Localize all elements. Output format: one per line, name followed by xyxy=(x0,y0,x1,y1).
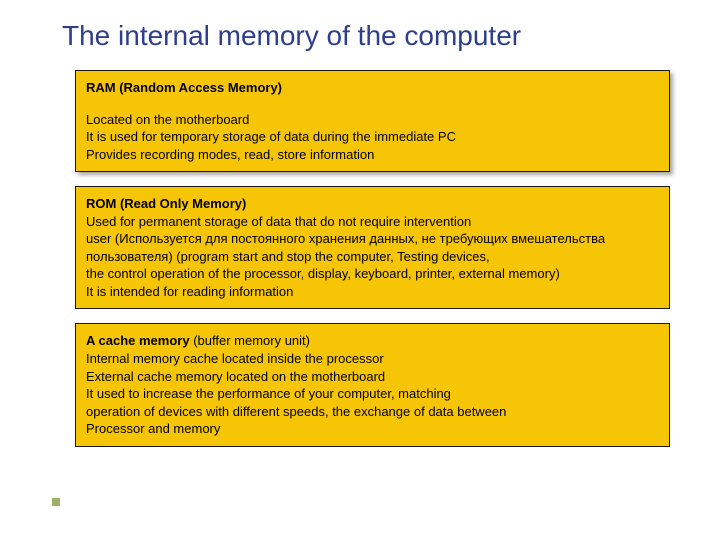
bullet-square-icon xyxy=(52,498,60,506)
rom-line-4: It is intended for reading information xyxy=(86,283,659,301)
ram-box: RAM (Random Access Memory) Located on th… xyxy=(75,70,670,172)
rom-heading: ROM (Read Only Memory) xyxy=(86,195,659,213)
ram-line-0: Located on the motherboard xyxy=(86,111,659,129)
cache-line-2: It used to increase the performance of y… xyxy=(86,385,659,403)
rom-line-1: user (Используется для постоянного хране… xyxy=(86,230,659,248)
cache-line-1: External cache memory located on the mot… xyxy=(86,368,659,386)
cache-heading-rest: (buffer memory unit) xyxy=(190,333,310,348)
cache-line-4: Processor and memory xyxy=(86,420,659,438)
rom-box: ROM (Read Only Memory) Used for permanen… xyxy=(75,186,670,309)
cache-box: A cache memory (buffer memory unit) Inte… xyxy=(75,323,670,446)
ram-heading: RAM (Random Access Memory) xyxy=(86,79,659,97)
cache-line-0: Internal memory cache located inside the… xyxy=(86,350,659,368)
rom-line-3: the control operation of the processor, … xyxy=(86,265,659,283)
cache-line-3: operation of devices with different spee… xyxy=(86,403,659,421)
ram-line-2: Provides recording modes, read, store in… xyxy=(86,146,659,164)
slide-title: The internal memory of the computer xyxy=(62,20,680,52)
rom-line-2: пользователя) (program start and stop th… xyxy=(86,248,659,266)
rom-line-0: Used for permanent storage of data that … xyxy=(86,213,659,231)
ram-line-1: It is used for temporary storage of data… xyxy=(86,128,659,146)
cache-heading-line: A cache memory (buffer memory unit) xyxy=(86,332,659,350)
cache-heading-bold: A cache memory xyxy=(86,333,190,348)
